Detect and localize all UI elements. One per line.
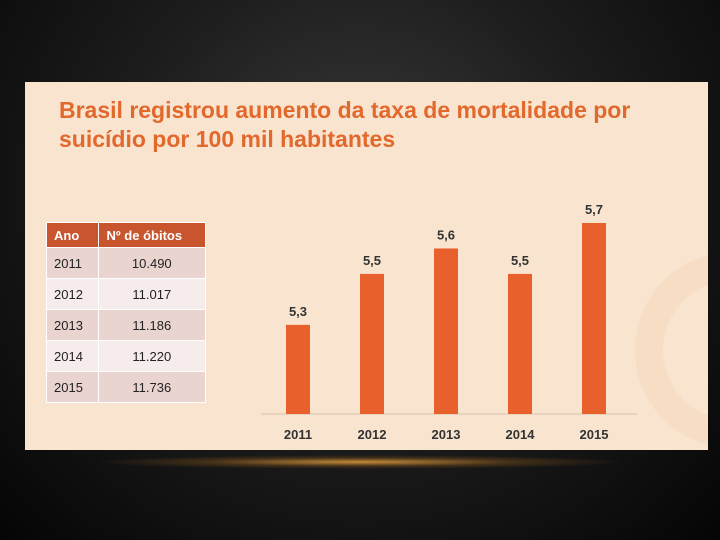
table-cell-year: 2013 — [46, 309, 99, 341]
slide-title: Brasil registrou aumento da taxa de mort… — [59, 97, 631, 152]
bar-2011 — [286, 324, 310, 414]
bar-value-label: 5,6 — [437, 227, 455, 242]
header-year: Ano — [46, 222, 99, 248]
table-row: 2011 10.490 — [46, 247, 207, 279]
table-row: 2012 11.017 — [46, 278, 207, 310]
table-cell-deaths: 11.017 — [97, 278, 207, 310]
bar-value-label: 5,7 — [585, 202, 603, 217]
header-deaths: Nº de óbitos — [97, 222, 207, 248]
bar-2014 — [508, 273, 532, 414]
bar-value-label: 5,5 — [511, 253, 529, 268]
table-row: 2015 11.736 — [46, 371, 207, 403]
bar-2013 — [434, 248, 458, 414]
slide-panel: Brasil registrou aumento da taxa de mort… — [25, 82, 708, 450]
x-tick-label: 2015 — [580, 427, 609, 442]
table-cell-deaths: 11.186 — [97, 309, 207, 341]
table-cell-deaths: 11.736 — [97, 371, 207, 403]
x-tick-label: 2011 — [284, 427, 312, 442]
bar-value-label: 5,5 — [363, 253, 381, 268]
table-row: 2014 11.220 — [46, 340, 207, 372]
stage-glow — [90, 455, 630, 469]
table-cell-year: 2012 — [46, 278, 99, 310]
x-tick-label: 2013 — [432, 427, 461, 442]
x-tick-label: 2012 — [358, 427, 387, 442]
table-cell-year: 2014 — [46, 340, 99, 372]
table-cell-year: 2015 — [46, 371, 99, 403]
deaths-table: Ano Nº de óbitos 2011 10.490 2012 11.017… — [46, 222, 207, 403]
bar-chart: 5,3 2011 5,5 2012 5,6 2013 5,5 2014 5,7 2015 — [261, 202, 637, 442]
bar-2012 — [360, 273, 384, 414]
table-cell-year: 2011 — [46, 247, 99, 279]
bar-2015 — [582, 223, 606, 414]
table-cell-deaths: 10.490 — [97, 247, 207, 279]
table-header-row: Ano Nº de óbitos — [46, 222, 207, 248]
table-cell-deaths: 11.220 — [97, 340, 207, 372]
bar-value-label: 5,3 — [289, 304, 307, 319]
x-tick-label: 2014 — [506, 427, 536, 442]
table-row: 2013 11.186 — [46, 309, 207, 341]
